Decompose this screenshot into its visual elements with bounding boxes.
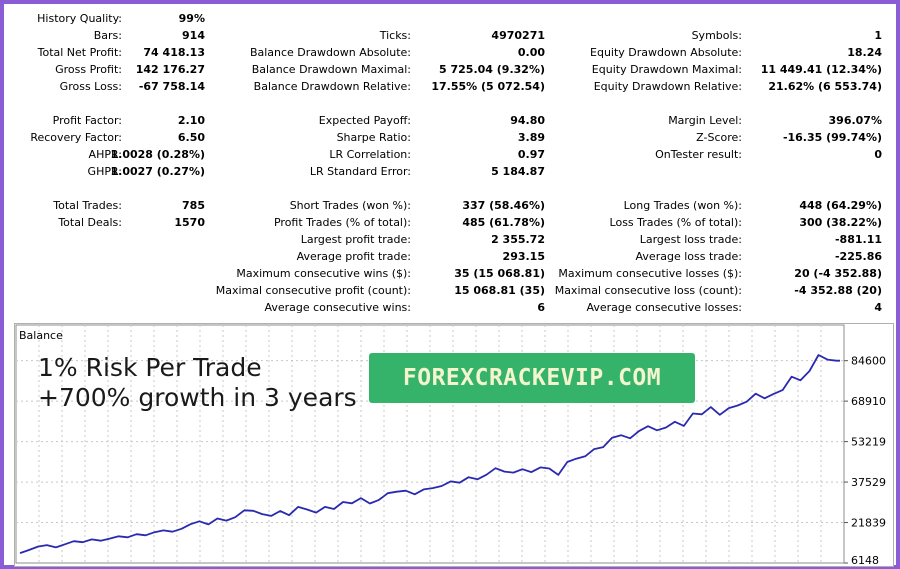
col1-value-5: 2.10	[177, 114, 205, 127]
col1-value-7: 1.0028 (0.28%)	[110, 148, 206, 161]
col1-label-9: Total Trades:	[53, 199, 122, 212]
col3-label-13: Average consecutive losses:	[586, 301, 742, 314]
col2-value-10: 2 355.72	[491, 233, 545, 246]
col3-label-0: Symbols:	[691, 29, 742, 42]
col3-label-11: Maximum consecutive losses ($):	[558, 267, 742, 280]
col3-value-4: 396.07%	[828, 114, 882, 127]
col2-label-10: Largest profit trade:	[300, 233, 411, 246]
col1-value-2: 74 418.13	[143, 46, 205, 59]
statistics-table: History Quality: 99% Bars: 914 Total Net Pro…	[4, 4, 896, 320]
watermark-banner: FOREXCRACKEVIP.COM	[369, 353, 695, 403]
col2-label-3: Balance Drawdown Relative:	[253, 80, 411, 93]
y-tick-label: 37529	[851, 476, 886, 489]
col3-value-8: 300 (38.22%)	[799, 216, 882, 229]
col1-value-1: 914	[182, 29, 205, 42]
col1-value-3: 142 176.27	[135, 63, 205, 76]
col3-value-10: -225.86	[834, 250, 882, 263]
col1-label-5: Profit Factor:	[52, 114, 122, 127]
col1-label-1: Bars:	[93, 29, 122, 42]
col2-label-13: Maximal consecutive profit (count):	[215, 284, 411, 297]
col2-label-9: Profit Trades (% of total):	[273, 216, 411, 229]
col2-label-11: Average profit trade:	[296, 250, 411, 263]
col1-label-6: Recovery Factor:	[30, 131, 122, 144]
col3-value-6: 0	[874, 148, 882, 161]
col2-label-8: Short Trades (won %):	[289, 199, 411, 212]
col2-label-6: LR Correlation:	[329, 148, 411, 161]
risk-caption: 1% Risk Per Trade +700% growth in 3 year…	[38, 353, 357, 413]
col1-value-9: 785	[182, 199, 205, 212]
risk-caption-line1: 1% Risk Per Trade	[38, 353, 262, 382]
col3-value-12: -4 352.88 (20)	[794, 284, 882, 297]
watermark-banner-text: FOREXCRACKEVIP.COM	[402, 365, 662, 391]
risk-caption-line2: +700% growth in 3 years	[38, 383, 357, 412]
col3-label-10: Average loss trade:	[635, 250, 742, 263]
col1-value-6: 6.50	[177, 131, 205, 144]
col3-value-1: 18.24	[847, 46, 882, 59]
col3-label-4: Margin Level:	[668, 114, 742, 127]
col1-label-2: Total Net Profit:	[37, 46, 122, 59]
col3-label-3: Equity Drawdown Relative:	[593, 80, 742, 93]
chart-title: Balance	[19, 329, 63, 342]
col2-value-14: 6	[537, 301, 545, 314]
y-tick-label: 6148	[851, 554, 879, 567]
col3-value-5: -16.35 (99.74%)	[782, 131, 882, 144]
col1-label-7: AHPR:	[88, 148, 122, 161]
col2-value-13: 15 068.81 (35)	[454, 284, 545, 297]
col3-label-12: Maximal consecutive loss (count):	[554, 284, 742, 297]
col1-value-10: 1570	[174, 216, 205, 229]
col3-value-2: 11 449.41 (12.34%)	[760, 63, 882, 76]
col2-label-12: Maximum consecutive wins ($):	[236, 267, 411, 280]
balance-series-line	[19, 354, 840, 554]
col2-value-9: 485 (61.78%)	[462, 216, 545, 229]
col2-label-14: Average consecutive wins:	[264, 301, 411, 314]
col3-value-0: 1	[874, 29, 882, 42]
col1-label-0: History Quality:	[37, 12, 122, 25]
col1-label-3: Gross Profit:	[55, 63, 122, 76]
col3-label-1: Equity Drawdown Absolute:	[590, 46, 742, 59]
col3-label-9: Largest loss trade:	[639, 233, 742, 246]
col2-label-7: LR Standard Error:	[309, 165, 411, 178]
col2-value-12: 35 (15 068.81)	[454, 267, 545, 280]
col2-value-4: 94.80	[510, 114, 545, 127]
col2-label-5: Sharpe Ratio:	[336, 131, 411, 144]
col2-value-5: 3.89	[517, 131, 545, 144]
col2-label-2: Balance Drawdown Maximal:	[251, 63, 411, 76]
col2-value-11: 293.15	[502, 250, 545, 263]
col3-value-11: 20 (-4 352.88)	[794, 267, 882, 280]
col2-value-2: 5 725.04 (9.32%)	[439, 63, 545, 76]
col3-value-13: 4	[874, 301, 882, 314]
col1-label-4: Gross Loss:	[59, 80, 122, 93]
col3-label-2: Equity Drawdown Maximal:	[591, 63, 742, 76]
y-tick-label: 53219	[851, 436, 886, 449]
col1-label-8: GHPR:	[87, 165, 122, 178]
col2-value-7: 5 184.87	[491, 165, 545, 178]
col3-value-7: 448 (64.29%)	[799, 199, 882, 212]
y-tick-label: 84600	[851, 355, 886, 368]
col1-value-8: 1.0027 (0.27%)	[110, 165, 206, 178]
col1-label-10: Total Deals:	[58, 216, 122, 229]
col2-label-0: Ticks:	[379, 29, 411, 42]
col2-label-1: Balance Drawdown Absolute:	[249, 46, 411, 59]
col3-label-5: Z-Score:	[696, 131, 742, 144]
col2-value-0: 4970271	[491, 29, 545, 42]
y-tick-label: 68910	[851, 395, 886, 408]
col2-value-3: 17.55% (5 072.54)	[431, 80, 545, 93]
y-tick-label: 21839	[851, 517, 886, 530]
col3-label-8: Loss Trades (% of total):	[609, 216, 742, 229]
col2-label-4: Expected Payoff:	[318, 114, 411, 127]
col2-value-6: 0.97	[517, 148, 545, 161]
col3-value-9: -881.11	[834, 233, 882, 246]
col1-value-4: -67 758.14	[138, 80, 205, 93]
col3-label-7: Long Trades (won %):	[623, 199, 742, 212]
col2-value-1: 0.00	[517, 46, 545, 59]
col2-value-8: 337 (58.46%)	[462, 199, 545, 212]
col3-value-3: 21.62% (6 553.74)	[768, 80, 882, 93]
col1-value-0: 99%	[178, 12, 205, 25]
report-frame: History Quality: 99% Bars: 914 Total Net Pro…	[4, 4, 896, 567]
col3-label-6: OnTester result:	[655, 148, 742, 161]
